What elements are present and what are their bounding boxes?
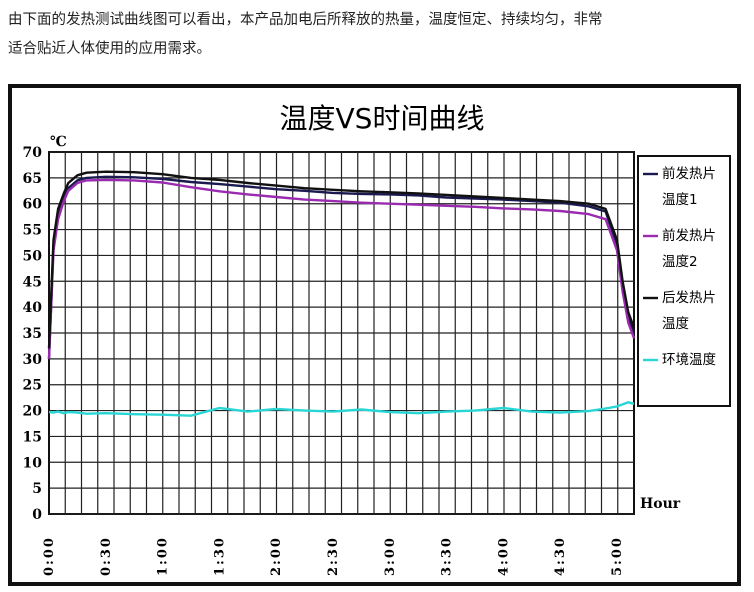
x-tick-label: 3:00 <box>383 536 398 576</box>
series-line-4 <box>48 401 635 417</box>
x-axis-label: Hour <box>640 496 681 512</box>
y-tick-label: 5 <box>32 481 42 497</box>
y-axis: 0 5 10 15 20 25 30 35 40 45 50 55 60 65 70 <box>23 145 43 523</box>
series-line-3 <box>47 170 636 349</box>
intro-text: 由下面的发热测试曲线图可以看出，本产品加电后所释放的热量，温度恒定、持续均匀，非… <box>8 6 748 64</box>
x-tick-label: 5:00 <box>610 536 625 576</box>
series-line-1 <box>47 175 636 359</box>
legend-label: 前发热片 <box>662 165 716 182</box>
chart-title: 温度VS时间曲线 <box>280 102 485 135</box>
x-tick-label: 2:30 <box>326 536 341 576</box>
y-tick-label: 70 <box>23 145 43 161</box>
legend-label: 环境温度 <box>662 352 716 368</box>
x-tick-label: 4:00 <box>496 536 511 576</box>
y-tick-label: 65 <box>23 171 42 187</box>
y-tick-label: 30 <box>23 352 43 368</box>
x-tick-label: 0:00 <box>42 536 57 576</box>
intro-line-2: 适合贴近人体使用的应用需求。 <box>8 41 211 57</box>
x-tick-label: 4:30 <box>553 536 568 576</box>
x-tick-label: 2:00 <box>269 536 284 576</box>
x-tick-label: 1:00 <box>156 536 171 576</box>
x-axis: 0:00 0:30 1:00 1:30 2:00 2:30 3:00 3:30 4:00 4:30… <box>42 536 625 576</box>
y-tick-label: 40 <box>23 300 43 316</box>
legend-item: 环境温度 <box>643 352 716 368</box>
y-tick-label: 60 <box>23 197 43 213</box>
y-tick-label: 15 <box>23 429 42 445</box>
series-line-2 <box>47 178 636 359</box>
legend-label-line2: 温度 <box>662 316 689 332</box>
y-tick-label: 0 <box>32 507 42 523</box>
legend-label: 后发热片 <box>662 290 716 306</box>
y-tick-label: 50 <box>23 248 43 264</box>
legend-box <box>637 155 731 407</box>
y-tick-label: 45 <box>23 274 42 290</box>
x-tick-label: 3:30 <box>440 536 455 576</box>
y-tick-label: 35 <box>23 326 42 342</box>
x-tick-label: 0:30 <box>99 536 114 576</box>
intro-line-1: 由下面的发热测试曲线图可以看出，本产品加电后所释放的热量，温度恒定、持续均匀，非… <box>8 12 603 28</box>
y-tick-label: 20 <box>23 404 43 420</box>
y-tick-label: 55 <box>23 223 42 239</box>
chart-frame: 温度VS时间曲线 ℃ 0 5 10 15 20 25 30 35 40 45 50 55 60 65 70 … <box>8 84 741 586</box>
legend-label: 前发热片 <box>662 227 716 244</box>
legend-label-line2: 温度2 <box>662 254 698 270</box>
legend-label-line2: 温度1 <box>662 192 698 208</box>
y-tick-label: 10 <box>23 455 43 471</box>
x-tick-label: 1:30 <box>212 536 227 576</box>
y-tick-label: 25 <box>23 378 42 394</box>
y-axis-unit: ℃ <box>50 134 67 150</box>
series-lines <box>47 170 636 417</box>
chart-grid <box>48 151 635 515</box>
temperature-chart: 温度VS时间曲线 ℃ 0510152025303540455055606570 … <box>23 102 731 576</box>
